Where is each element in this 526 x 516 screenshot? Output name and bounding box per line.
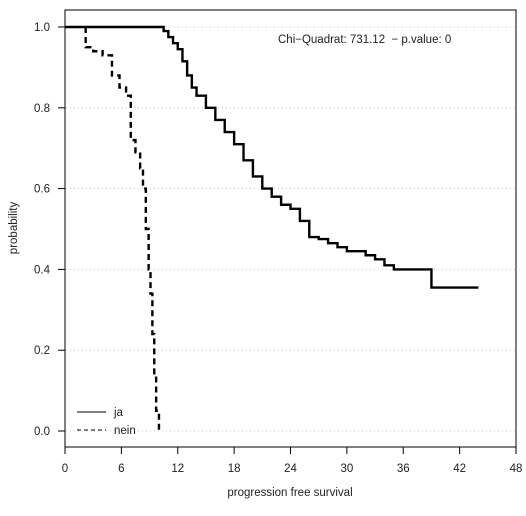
x-axis: 0 6 12 18 24 30 36 42 48 bbox=[62, 447, 523, 475]
x-tick-label: 18 bbox=[228, 463, 241, 475]
series-line-nein bbox=[84, 27, 161, 431]
y-axis-label: probability bbox=[8, 202, 20, 255]
legend-label-ja: ja bbox=[113, 407, 124, 419]
y-axis: 0.0 0.2 0.4 0.6 0.8 1.0 bbox=[34, 22, 65, 438]
x-tick-label: 24 bbox=[284, 463, 297, 475]
x-axis-label: progression free survival bbox=[227, 487, 352, 499]
plot-frame bbox=[64, 9, 517, 448]
x-tick-label: 48 bbox=[510, 463, 523, 475]
y-tick-label: 0.0 bbox=[34, 426, 50, 438]
y-tick-label: 1.0 bbox=[34, 22, 50, 34]
y-tick-label: 0.8 bbox=[34, 103, 50, 115]
y-tick-label: 0.2 bbox=[34, 345, 50, 357]
series-line-ja bbox=[65, 25, 479, 289]
y-tick-label: 0.6 bbox=[34, 184, 50, 196]
y-tick-label: 0.4 bbox=[34, 264, 51, 276]
x-tick-label: 30 bbox=[340, 463, 353, 475]
series-layer bbox=[65, 25, 479, 431]
x-tick-label: 36 bbox=[397, 463, 410, 475]
grid-lines bbox=[66, 26, 515, 432]
chi-square-annotation: Chi−Quadrat: 731.12 − p.value: 0 bbox=[278, 34, 451, 46]
x-tick-label: 12 bbox=[171, 463, 184, 475]
x-tick-label: 0 bbox=[62, 463, 68, 475]
legend: ja nein bbox=[77, 407, 136, 437]
x-tick-label: 6 bbox=[118, 463, 124, 475]
x-tick-label: 42 bbox=[453, 463, 466, 475]
legend-label-nein: nein bbox=[114, 425, 136, 437]
